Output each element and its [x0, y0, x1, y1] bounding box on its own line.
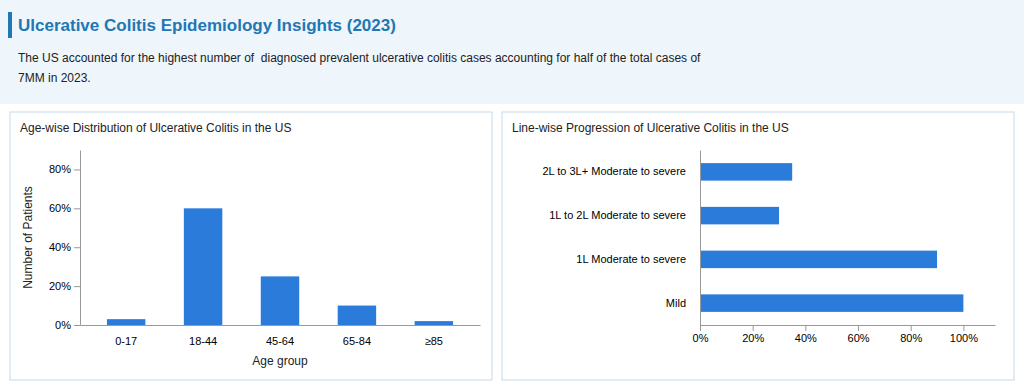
- tick: 0-17: [115, 335, 137, 347]
- tick-mark: [74, 325, 80, 326]
- tick-label: 20%: [742, 332, 764, 344]
- subtitle: 7MM in 2023.: [18, 71, 91, 85]
- tick: 20%: [742, 325, 764, 344]
- chart-title: Line-wise Progression of Ulcerative Coli…: [512, 121, 789, 135]
- bars: [700, 163, 963, 312]
- axis-line: [701, 325, 996, 326]
- axis: Mild 1L Moderate to severe 1L to 2L Modera…: [542, 151, 700, 326]
- tick-label: 0-17: [115, 335, 137, 347]
- tick-label: 0%: [55, 319, 71, 331]
- bar: [700, 294, 963, 312]
- tick-label: Mild: [666, 297, 686, 309]
- tick: 60%: [49, 202, 80, 214]
- tick-label: 1L to 2L Moderate to severe: [549, 209, 686, 221]
- axis: 0% 20% 40% 60% 80% 100%: [693, 325, 996, 344]
- axis: 0% 20% 40% 60% 80%: [49, 151, 81, 332]
- axis-line: [80, 151, 81, 326]
- tick: 1L to 2L Moderate to severe: [549, 209, 686, 221]
- tick: 80%: [49, 163, 80, 175]
- tick-label: 80%: [900, 332, 922, 344]
- y-axis-title: Number of Patients: [21, 186, 35, 289]
- tick-mark: [753, 325, 754, 331]
- plot: 0-17 18-44 45-64 65-84 ≥85 0% 20% 40% 60% 80% Age …: [21, 151, 481, 369]
- tick-mark: [74, 169, 80, 170]
- tick-label: 100%: [950, 332, 978, 344]
- tick-label: 18-44: [189, 335, 217, 347]
- chart-title: Age-wise Distribution of Ulcerative Coli…: [20, 121, 291, 135]
- tick: 60%: [848, 325, 870, 344]
- bar: [700, 207, 779, 225]
- title-accent: [8, 12, 12, 38]
- subtitle: The US accounted for the highest number …: [18, 51, 701, 65]
- panel: [502, 112, 1014, 380]
- tick: 2L to 3L+ Moderate to severe: [542, 165, 686, 177]
- bar: [261, 276, 299, 325]
- axis: 0-17 18-44 45-64 65-84 ≥85: [81, 326, 481, 347]
- tick-label: 1L Moderate to severe: [576, 253, 686, 265]
- bar: [700, 251, 937, 269]
- tick-label: 40%: [49, 241, 71, 253]
- tick-label: 40%: [795, 332, 817, 344]
- tick: Mild: [666, 297, 686, 309]
- bar: [338, 306, 376, 325]
- bar: [700, 163, 792, 181]
- tick-mark: [74, 247, 80, 248]
- tick: 65-84: [343, 335, 371, 347]
- tick: 100%: [950, 325, 978, 344]
- bar: [415, 321, 453, 325]
- plot: 0% 20% 40% 60% 80% 100% Mild 1L Moderate to sev…: [542, 151, 995, 344]
- tick-mark: [700, 325, 701, 331]
- tick: 40%: [49, 241, 80, 253]
- tick: 40%: [795, 325, 817, 344]
- tick: 45-64: [266, 335, 294, 347]
- tick: 20%: [49, 280, 80, 292]
- tick: 0%: [55, 319, 80, 331]
- tick-label: 20%: [49, 280, 71, 292]
- tick-mark: [911, 325, 912, 331]
- axis-line: [700, 151, 701, 326]
- tick-label: 65-84: [343, 335, 371, 347]
- tick: ≥85: [425, 335, 443, 347]
- chart-root: Ulcerative Colitis Epidemiology Insights…: [0, 0, 1024, 386]
- tick-label: 2L to 3L+ Moderate to severe: [542, 165, 686, 177]
- tick-label: 80%: [49, 163, 71, 175]
- title: Ulcerative Colitis Epidemiology Insights…: [18, 16, 396, 35]
- bar: [184, 208, 222, 325]
- tick-label: 60%: [49, 202, 71, 214]
- tick-mark: [963, 325, 964, 331]
- tick-label: ≥85: [425, 335, 443, 347]
- tick-mark: [858, 325, 859, 331]
- bar: [107, 319, 145, 325]
- tick: 1L Moderate to severe: [576, 253, 686, 265]
- tick: 18-44: [189, 335, 217, 347]
- tick: 80%: [900, 325, 922, 344]
- tick: 0%: [693, 325, 709, 344]
- tick-mark: [74, 286, 80, 287]
- tick-mark: [74, 208, 80, 209]
- tick-label: 0%: [693, 332, 709, 344]
- x-axis-title: Age group: [252, 354, 308, 368]
- bars: [107, 208, 453, 325]
- tick-label: 60%: [848, 332, 870, 344]
- panel: [10, 112, 492, 380]
- header-background: [0, 0, 1024, 104]
- tick-label: 45-64: [266, 335, 294, 347]
- tick-mark: [805, 325, 806, 331]
- axis-line: [81, 325, 481, 326]
